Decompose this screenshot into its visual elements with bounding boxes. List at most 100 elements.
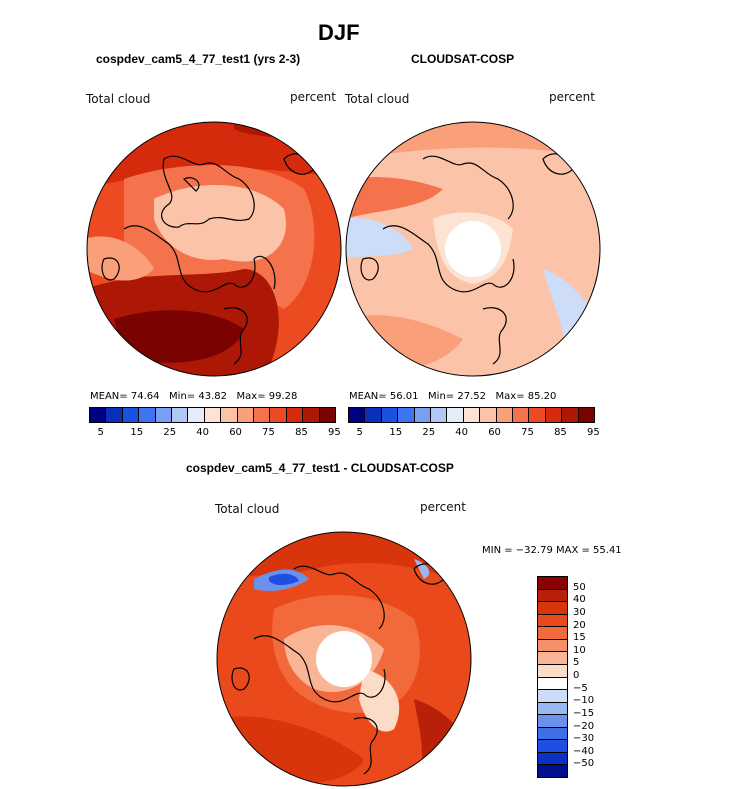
colorbar-swatch xyxy=(538,577,567,590)
colorbar-swatch xyxy=(254,408,271,422)
colorbar-swatch xyxy=(447,408,464,422)
diff-variable-label: Total cloud xyxy=(215,502,280,516)
model-colorbar xyxy=(89,407,336,423)
colorbar-swatch xyxy=(365,408,382,422)
colorbar-tick-label: 0 xyxy=(573,670,580,681)
colorbar-swatch xyxy=(538,727,567,741)
colorbar-swatch xyxy=(513,408,530,422)
model-colorbar-ticks: 5 15 25 40 60 75 85 95 xyxy=(89,427,340,441)
model-max-label: Max= xyxy=(236,391,266,402)
colorbar-swatch xyxy=(480,408,497,422)
colorbar-swatch xyxy=(562,408,579,422)
colorbar-tick-label: 85 xyxy=(554,427,567,438)
colorbar-tick-label: −40 xyxy=(573,745,595,757)
colorbar-tick-label: 5 xyxy=(356,427,363,438)
colorbar-swatch xyxy=(578,408,595,422)
model-polar-map xyxy=(86,121,342,377)
colorbar-tick-label: 40 xyxy=(573,594,586,606)
colorbar-swatch xyxy=(538,614,567,628)
diff-units-label: percent xyxy=(420,500,466,514)
colorbar-swatch xyxy=(529,408,546,422)
colorbar-tick-label: 40 xyxy=(455,427,468,438)
diff-colorbar-ticks: 50 40 30 20 15 10 5 0 −5 −10 −15 −20 −30 −40 −50 xyxy=(573,576,623,778)
colorbar-swatch xyxy=(538,589,567,603)
obs-max-label: Max= xyxy=(495,391,525,402)
colorbar-tick-label: 75 xyxy=(262,427,275,438)
colorbar-tick-label: 5 xyxy=(573,657,580,669)
colorbar-tick-label: 15 xyxy=(573,632,586,644)
figure-title: DJF xyxy=(318,20,360,45)
colorbar-tick-label: 40 xyxy=(196,427,209,438)
colorbar-tick-label: 10 xyxy=(573,644,586,656)
model-mean-label: MEAN= xyxy=(90,391,128,402)
colorbar-tick-label: 30 xyxy=(573,606,586,618)
obs-variable-label: Total cloud xyxy=(345,92,410,106)
colorbar-swatch xyxy=(463,408,481,422)
model-max-value: 99.28 xyxy=(268,391,298,402)
colorbar-tick-label: −30 xyxy=(573,733,595,745)
colorbar-swatch xyxy=(106,408,123,422)
colorbar-tick-label: −20 xyxy=(573,720,595,732)
colorbar-swatch xyxy=(538,765,567,777)
colorbar-swatch xyxy=(538,677,567,691)
colorbar-swatch xyxy=(349,408,366,422)
colorbar-tick-label: −5 xyxy=(573,682,588,694)
obs-panel-heading: CLOUDSAT-COSP xyxy=(411,52,515,66)
colorbar-tick-label: 15 xyxy=(389,427,403,438)
obs-min-value: 27.52 xyxy=(457,391,486,402)
colorbar-tick-label: 25 xyxy=(422,427,436,438)
colorbar-swatch xyxy=(538,752,567,766)
colorbar-swatch xyxy=(122,408,140,422)
colorbar-tick-label: 15 xyxy=(130,427,144,438)
obs-mean-label: MEAN= xyxy=(349,391,387,402)
colorbar-tick-label: 75 xyxy=(521,427,534,438)
colorbar-swatch xyxy=(496,408,514,422)
model-min-label: Min= xyxy=(169,391,196,402)
diff-colorbar xyxy=(537,576,568,778)
obs-units-label: percent xyxy=(549,90,595,104)
colorbar-tick-label: 85 xyxy=(295,427,308,438)
colorbar-swatch xyxy=(319,408,336,422)
colorbar-tick-label: −50 xyxy=(573,758,595,770)
obs-colorbar xyxy=(348,407,595,423)
colorbar-swatch xyxy=(237,408,255,422)
model-mean-value: 74.64 xyxy=(130,391,160,402)
diff-polar-map xyxy=(216,531,472,787)
colorbar-swatch xyxy=(90,408,107,422)
colorbar-swatch xyxy=(381,408,399,422)
colorbar-tick-label: 25 xyxy=(163,427,177,438)
diff-minmax: MIN = −32.79 MAX = 55.41 xyxy=(482,545,622,556)
colorbar-tick-label: 95 xyxy=(587,427,600,438)
model-min-value: 43.82 xyxy=(198,391,227,402)
colorbar-swatch xyxy=(155,408,173,422)
colorbar-tick-label: 60 xyxy=(229,427,242,438)
obs-stats: MEAN= 56.01 Min= 27.52 Max= 85.20 xyxy=(349,391,556,402)
obs-min-label: Min= xyxy=(428,391,455,402)
colorbar-swatch xyxy=(538,627,567,640)
model-panel-heading: cospdev_cam5_4_77_test1 (yrs 2-3) xyxy=(96,52,301,66)
colorbar-swatch xyxy=(221,408,238,422)
colorbar-swatch xyxy=(538,690,567,703)
obs-polar-map xyxy=(345,121,601,377)
model-units-label: percent xyxy=(290,90,336,104)
model-stats: MEAN= 74.64 Min= 43.82 Max= 99.28 xyxy=(90,391,297,402)
colorbar-swatch xyxy=(538,715,567,728)
colorbar-swatch xyxy=(538,602,567,615)
colorbar-swatch xyxy=(188,408,205,422)
colorbar-tick-label: 50 xyxy=(573,581,586,593)
colorbar-tick-label: 5 xyxy=(97,427,104,438)
colorbar-tick-label: −10 xyxy=(573,695,595,707)
obs-colorbar-ticks: 5 15 25 40 60 75 85 95 xyxy=(348,427,599,441)
colorbar-swatch xyxy=(545,408,563,422)
colorbar-swatch xyxy=(270,408,287,422)
colorbar-swatch xyxy=(286,408,304,422)
colorbar-swatch xyxy=(414,408,432,422)
colorbar-tick-label: 95 xyxy=(328,427,341,438)
colorbar-swatch xyxy=(431,408,448,422)
colorbar-swatch xyxy=(538,702,567,716)
colorbar-swatch xyxy=(538,639,567,653)
colorbar-swatch xyxy=(398,408,415,422)
diff-panel-heading: cospdev_cam5_4_77_test1 - CLOUDSAT-COSP xyxy=(186,461,454,475)
colorbar-swatch xyxy=(204,408,222,422)
model-variable-label: Total cloud xyxy=(86,92,151,106)
